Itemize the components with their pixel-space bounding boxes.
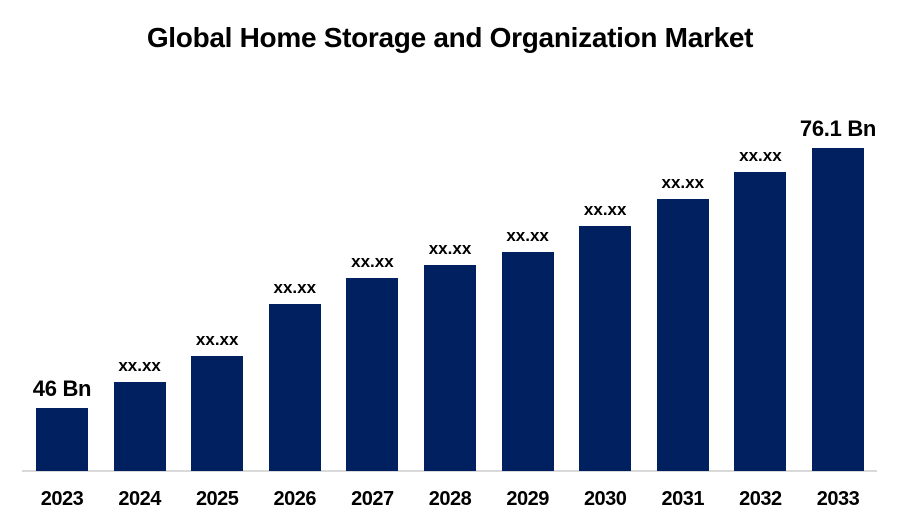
- bar-value-label: 46 Bn: [32, 376, 92, 401]
- chart-title: Global Home Storage and Organization Mar…: [146, 22, 754, 53]
- bar: [113, 382, 166, 471]
- bar: [501, 252, 554, 471]
- bar-value-label: xx.xx: [506, 226, 549, 245]
- x-axis-tick-label: 2027: [351, 488, 394, 510]
- bar-column: xx.xx 2024: [113, 0, 166, 509]
- bar: [579, 226, 632, 471]
- x-axis-line: [22, 470, 877, 472]
- bar-value-label: xx.xx: [739, 146, 782, 165]
- x-axis-tick-label: 2028: [428, 488, 472, 510]
- bar: [36, 408, 88, 471]
- x-axis-tick-label: 2024: [118, 488, 161, 510]
- x-axis-tick-label: 2031: [661, 488, 705, 510]
- bar: [656, 199, 709, 471]
- x-axis-tick-label: 2032: [739, 488, 782, 510]
- bar-column: xx.xx 2028: [424, 0, 476, 509]
- x-axis-tick-label: 2025: [195, 488, 239, 510]
- bar: [191, 356, 244, 471]
- bar-value-label: 76.1 Bn: [799, 116, 877, 141]
- x-axis-tick-label: 2029: [506, 488, 549, 510]
- bar: [424, 265, 476, 471]
- x-axis-tick-label: 2023: [40, 488, 84, 510]
- bar-column: xx.xx 2026: [268, 0, 321, 509]
- bar-column: xx.xx 2027: [346, 0, 399, 509]
- bar-column: 46 Bn 2023: [32, 0, 92, 510]
- bar-column: xx.xx 2032: [734, 0, 787, 509]
- x-axis-tick-label: 2026: [273, 488, 317, 510]
- x-axis-tick-label: 2033: [816, 488, 860, 510]
- bar-value-label: xx.xx: [583, 200, 627, 219]
- bar-value-label: xx.xx: [195, 330, 239, 349]
- bar-column: xx.xx 2025: [191, 0, 244, 509]
- bar-value-label: xx.xx: [273, 278, 317, 297]
- bar-value-label: xx.xx: [661, 173, 705, 192]
- bar-column: xx.xx 2030: [579, 0, 632, 509]
- bar-column: xx.xx 2029: [501, 0, 554, 509]
- bar-value-label: xx.xx: [351, 252, 394, 271]
- bar: [268, 304, 321, 471]
- bar-column: 76.1 Bn 2033: [800, 0, 876, 510]
- bar-value-label: xx.xx: [428, 239, 472, 258]
- x-axis-tick-label: 2030: [583, 488, 627, 510]
- bar-column: xx.xx 2031: [656, 0, 709, 509]
- bar-value-label: xx.xx: [118, 356, 161, 375]
- bar: [346, 278, 399, 471]
- bar: [812, 148, 864, 471]
- bar: [734, 172, 787, 471]
